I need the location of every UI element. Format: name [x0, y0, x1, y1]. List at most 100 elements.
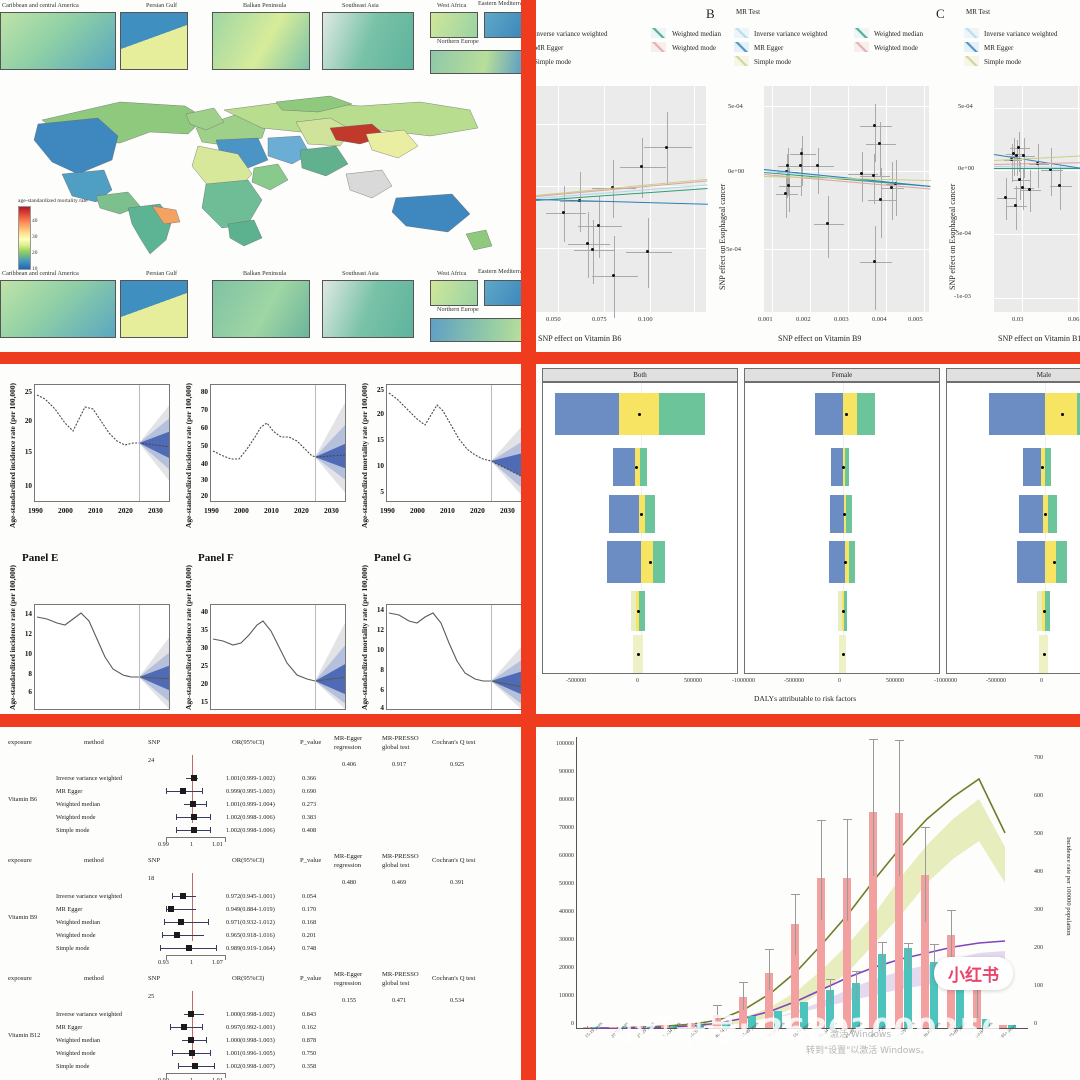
inset-map-eastern-mediterranean — [484, 280, 521, 306]
y-tick: 20 — [200, 492, 208, 500]
y-tick: -5e-04 — [954, 230, 971, 237]
inset-label: Persian Gulf — [146, 2, 178, 9]
dalys-point — [1041, 466, 1044, 469]
method-name: Inverse variance weighted — [56, 893, 123, 900]
projection-chart-3: Age-standardized mortality rate (per 100… — [352, 364, 521, 534]
dalys-facet-both — [542, 382, 738, 674]
y2-tick: 400 — [1034, 869, 1043, 875]
p-value: 0.162 — [302, 1024, 317, 1031]
inset-label: Southeast Asia — [342, 2, 379, 9]
dalys-row-bar — [1019, 495, 1057, 533]
forest-axis-tick: 1.01 — [212, 1077, 223, 1080]
inset-row-top: Caribbean and central America Persian Gu… — [0, 0, 521, 88]
dalys-row-bar — [831, 448, 849, 486]
col-header-mregger-2: regression — [334, 744, 362, 751]
x-tick: 0.100 — [638, 316, 653, 323]
col-header-cochran: Cochran's Q test — [432, 975, 476, 982]
legend-swatch-weighted-median — [854, 28, 869, 38]
legend-item-simplemode: Simple mode — [984, 58, 1022, 66]
inset-map-west-africa — [430, 12, 478, 38]
x-tick: 2010 — [88, 506, 103, 515]
or-ci: 0.997(0.992-1.001) — [226, 1024, 275, 1031]
y-tick: 8 — [380, 666, 384, 674]
dalys-row-bar — [989, 393, 1080, 435]
scatter-point — [873, 260, 877, 264]
bar-female — [982, 1019, 990, 1028]
mr-presso-p: 0.917 — [392, 761, 407, 768]
mr-scatter-B: B MR Test Inverse variance weighted MR E… — [706, 0, 936, 352]
x-tick: 0.002 — [796, 316, 811, 323]
y-tick: 25 — [376, 386, 384, 394]
col-header-exposure: exposure — [8, 857, 32, 864]
y-tick: 10000 — [559, 993, 574, 999]
col-header-mrpresso-1: MR-PRESSO — [382, 735, 419, 742]
inset-label: Eastern Mediterranean — [478, 0, 521, 7]
projection-svg — [36, 394, 169, 481]
cochran-q-p: 0.534 — [450, 997, 465, 1004]
x-tick: 2000 — [58, 506, 73, 515]
scatter-point — [1015, 154, 1019, 158]
y-tick: 5e-04 — [958, 103, 973, 110]
y-tick: 0 — [571, 1021, 574, 1027]
or-ci: 0.949(0.884-1.019) — [226, 906, 275, 913]
col-header-pvalue: P_value — [300, 739, 322, 746]
scatter-point — [1017, 146, 1021, 150]
p-value: 0.054 — [302, 893, 317, 900]
p-value: 0.748 — [302, 945, 317, 952]
panel-letter-B: B — [706, 6, 715, 21]
inset-map-northern-europe — [430, 50, 521, 74]
inset-map-southeast-asia — [322, 12, 414, 70]
bar-male — [791, 924, 799, 1028]
x-tick: 0.004 — [872, 316, 887, 323]
inset-map-caribbean — [0, 12, 116, 70]
panel-title-F: Panel F — [198, 552, 234, 564]
xiaohongshu-logo: 小红书 — [934, 957, 1013, 990]
y-tick: 35 — [200, 626, 208, 634]
bar-male — [765, 973, 773, 1028]
col-header-or: OR(95%CI) — [232, 975, 265, 982]
or-ci: 0.999(0.995-1.003) — [226, 788, 275, 795]
snp-count: 25 — [148, 993, 155, 1000]
scatter-point — [1014, 204, 1018, 208]
method-name: Weighted mode — [56, 814, 96, 821]
y-tick: 10 — [376, 462, 384, 470]
dalys-x-axis-label: DALYs attributable to risk factors — [754, 694, 857, 703]
p-value: 0.408 — [302, 827, 317, 834]
inset-label: Caribbean and central America — [2, 2, 79, 9]
bar-female — [774, 1011, 782, 1028]
inset-label: West Africa — [437, 2, 467, 9]
dalys-row-bar — [839, 635, 846, 673]
p-value: 0.690 — [302, 788, 317, 795]
method-name: Simple mode — [56, 945, 90, 952]
map-legend-colorbar — [18, 206, 31, 270]
col-header-or: OR(95%CI) — [232, 857, 265, 864]
p-value: 0.878 — [302, 1037, 317, 1044]
x-tick: 2020 — [470, 506, 485, 515]
legend-swatch-mregger — [734, 42, 749, 52]
x-tick: 2020 — [294, 506, 309, 515]
y-tick: 0e+00 — [958, 165, 975, 172]
legend-title-C: MR Test — [966, 8, 991, 16]
or-ci: 1.000(0.998-1.002) — [226, 1011, 275, 1018]
method-name: Weighted median — [56, 801, 101, 808]
or-ci: 0.989(0.919-1.064) — [226, 945, 275, 952]
scatter-plot-area-B — [763, 86, 931, 312]
dalys-point — [637, 610, 640, 613]
x-tick: 2030 — [324, 506, 339, 515]
scatter-point — [646, 250, 650, 254]
x-axis-label-C: SNP effect on Vitamin B12 — [998, 334, 1080, 343]
y-tick: 6 — [380, 686, 384, 694]
dalys-row-bar — [631, 591, 645, 631]
dalys-row-bar — [1017, 541, 1067, 583]
y-tick: 15 — [376, 436, 384, 444]
inset-label: Caribbean and central America — [2, 270, 79, 277]
dalys-point — [649, 561, 652, 564]
p-value: 0.358 — [302, 1063, 317, 1070]
projection-chart-E: Panel E Age-standardized incidence rate … — [0, 550, 180, 714]
bar-male — [739, 997, 747, 1028]
legend-tick: 10 — [32, 266, 38, 272]
y2-tick: 300 — [1034, 907, 1043, 913]
y-tick: -1e-03 — [954, 293, 971, 300]
dalys-point — [844, 561, 847, 564]
